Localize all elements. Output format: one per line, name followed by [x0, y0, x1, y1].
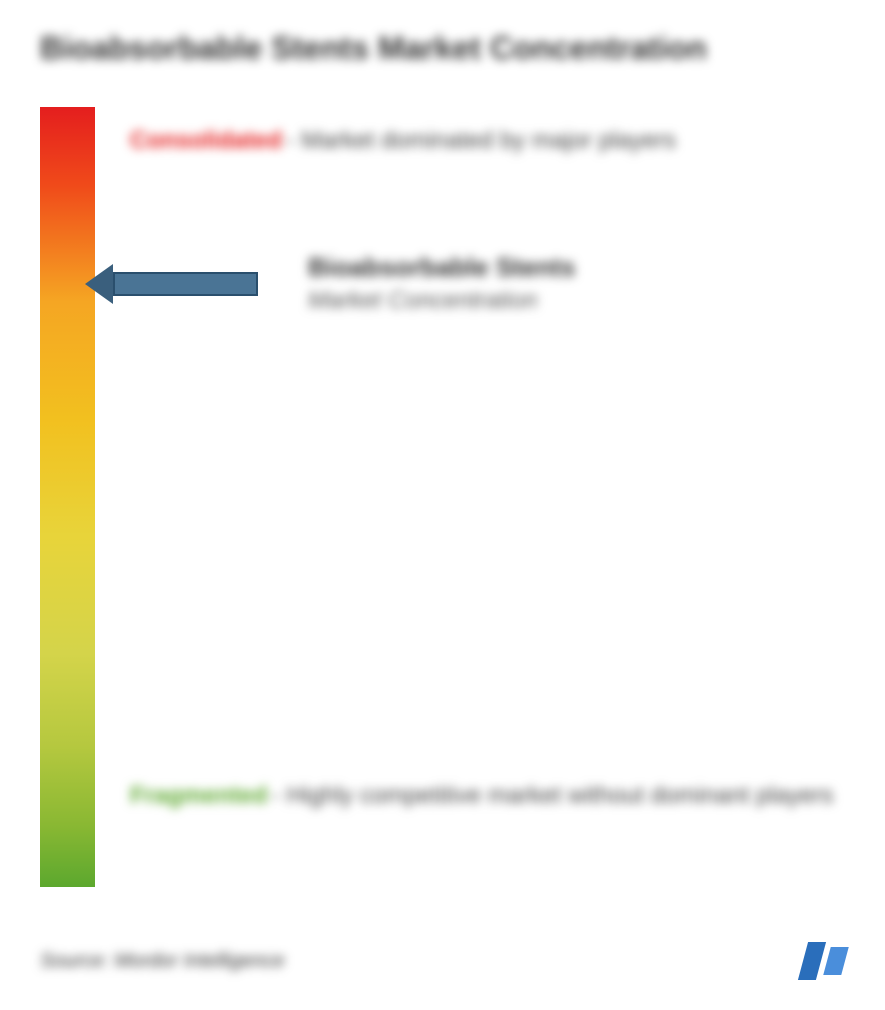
- chart-title: Bioabsorbable Stents Market Concentratio…: [40, 30, 845, 67]
- main-content: Consolidated - Market dominated by major…: [40, 107, 845, 887]
- footer: Source: Mordor Intelligence: [40, 942, 845, 980]
- logo-bar-primary: [798, 942, 826, 980]
- consolidated-section: Consolidated - Market dominated by major…: [130, 122, 845, 160]
- market-name: Bioabsorbable Stents: [308, 252, 575, 283]
- content-right: Consolidated - Market dominated by major…: [95, 107, 845, 887]
- consolidated-label: Consolidated: [130, 127, 282, 154]
- arrow-icon: [85, 264, 258, 304]
- concentration-gradient-bar: [40, 107, 95, 887]
- arrow-body: [113, 272, 258, 296]
- market-subtitle: Market Concentration: [308, 287, 575, 315]
- consolidated-description: - Market dominated by major players: [286, 127, 675, 154]
- fragmented-section: Fragmented - Highly competitive market w…: [130, 777, 845, 815]
- arrow-head: [85, 264, 113, 304]
- fragmented-label: Fragmented: [130, 782, 267, 809]
- fragmented-description: - Highly competitive market without domi…: [272, 782, 834, 809]
- arrow-indicator-section: Bioabsorbable Stents Market Concentratio…: [85, 252, 575, 315]
- source-attribution: Source: Mordor Intelligence: [40, 950, 285, 973]
- logo-bar-secondary: [823, 947, 849, 975]
- arrow-label-group: Bioabsorbable Stents Market Concentratio…: [308, 252, 575, 315]
- brand-logo: [803, 942, 845, 980]
